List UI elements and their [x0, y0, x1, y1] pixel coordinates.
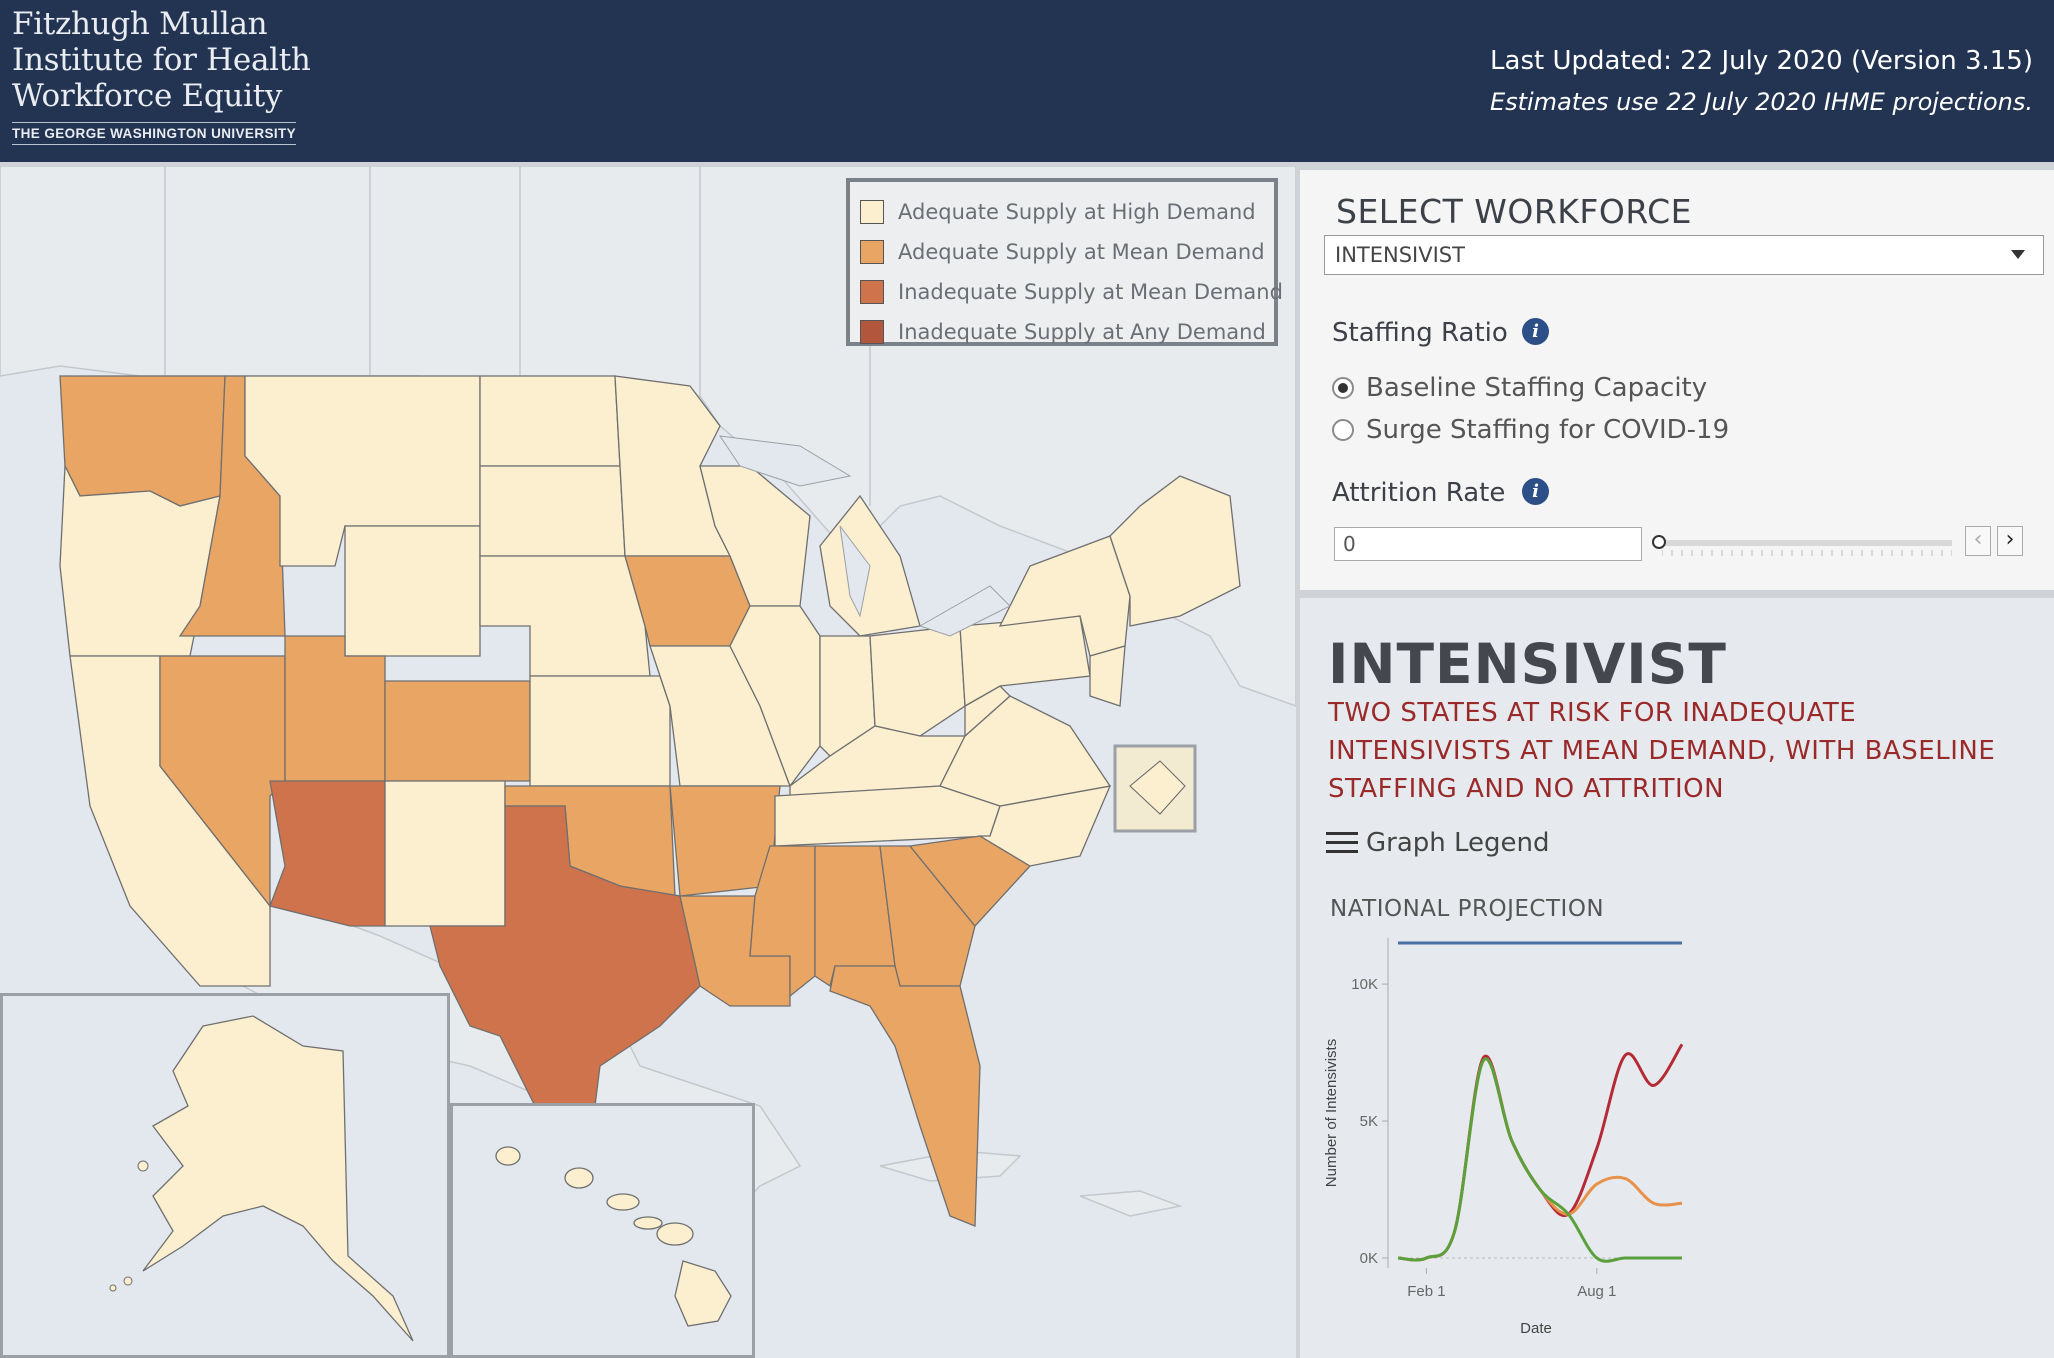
x-axis-label: Date [1520, 1320, 1552, 1337]
national-projection-chart[interactable]: 0K 5K 10K Feb 1 Aug 1 Number of Intensivists… [1300, 928, 1720, 1348]
us-states[interactable] [59, 375, 1241, 1227]
map-panel[interactable]: Adequate Supply at High Demand Adequate … [0, 166, 1296, 1358]
radio-baseline-staffing[interactable]: Baseline Staffing Capacity [1332, 370, 1707, 406]
logo-line-2: Institute for Health [12, 42, 311, 78]
us-states-map[interactable] [0, 166, 1296, 1358]
radio-label: Surge Staffing for COVID-19 [1366, 415, 1730, 445]
state-fl [829, 965, 981, 1227]
summary-title: INTENSIVIST [1328, 632, 1727, 696]
map-legend: Adequate Supply at High Demand Adequate … [846, 178, 1283, 346]
alaska-map[interactable] [3, 996, 453, 1358]
state-hi [495, 1146, 732, 1327]
legend-swatch [860, 200, 884, 224]
graph-legend-label: Graph Legend [1366, 828, 1550, 858]
y-axis-label: Number of Intensivists [1323, 1039, 1340, 1187]
hawaii-inset[interactable] [450, 1103, 755, 1358]
workforce-select[interactable]: INTENSIVIST [1324, 235, 2044, 275]
controls-panel: SELECT WORKFORCE INTENSIVIST Staffing Ra… [1300, 170, 2054, 590]
x-tick-label: Feb 1 [1407, 1283, 1445, 1300]
chevron-down-icon[interactable] [2011, 250, 2025, 259]
legend-item-mean-adequate: Adequate Supply at Mean Demand [860, 232, 1274, 272]
radio-button-unchecked[interactable] [1332, 419, 1354, 441]
series-line-2 [1397, 1057, 1683, 1262]
logo-university: THE GEORGE WASHINGTON UNIVERSITY [12, 122, 297, 145]
state-oh [869, 625, 966, 737]
attrition-increment-button[interactable]: › [1997, 526, 2023, 556]
attrition-rate-info-icon[interactable]: i [1522, 478, 1549, 505]
state-co [384, 680, 531, 782]
y-tick-label: 5K [1360, 1113, 1378, 1130]
estimates-note: Estimates use 22 July 2020 IHME projecti… [1489, 88, 2033, 116]
legend-item-any-inadequate: Inadequate Supply at Any Demand [860, 312, 1274, 352]
state-ut [284, 635, 386, 782]
alaska-inset[interactable] [0, 993, 450, 1358]
state-sd [479, 465, 626, 557]
slider-track[interactable] [1652, 540, 1952, 546]
state-ak [142, 1015, 414, 1342]
header-bar: Fitzhugh Mullan Institute for Health Wor… [0, 0, 2054, 162]
chart-axes: 0K 5K 10K Feb 1 Aug 1 [1351, 938, 1682, 1300]
state-new-england [1109, 475, 1241, 627]
hawaii-map[interactable] [453, 1106, 758, 1358]
state-nm [384, 780, 506, 927]
workforce-selected-value: INTENSIVIST [1335, 243, 1465, 267]
attrition-decrement-button[interactable]: ‹ [1965, 526, 1991, 556]
select-workforce-title: SELECT WORKFORCE [1336, 192, 1693, 231]
radio-surge-staffing[interactable]: Surge Staffing for COVID-19 [1332, 412, 1729, 448]
state-az [269, 780, 386, 927]
attrition-rate-label: Attrition Rate [1332, 478, 1506, 508]
y-tick-label: 0K [1360, 1250, 1378, 1267]
y-tick-label: 10K [1351, 976, 1378, 993]
great-lakes [718, 435, 1011, 637]
state-ne [479, 555, 651, 677]
chart-lines [1397, 941, 1684, 1263]
legend-swatch [860, 320, 884, 344]
legend-swatch [860, 240, 884, 264]
state-ks [529, 675, 671, 787]
legend-label: Adequate Supply at High Demand [898, 200, 1256, 224]
institute-logo[interactable]: Fitzhugh Mullan Institute for Health Wor… [12, 6, 342, 145]
legend-item-high-demand: Adequate Supply at High Demand [860, 192, 1274, 232]
state-ny [998, 535, 1131, 657]
last-updated-text: Last Updated: 22 July 2020 (Version 3.15… [1490, 46, 2033, 76]
state-pa [959, 615, 1091, 708]
summary-panel: INTENSIVIST TWO STATES AT RISK FOR INADE… [1300, 598, 2054, 1358]
legend-label: Inadequate Supply at Any Demand [898, 320, 1266, 344]
radio-label: Baseline Staffing Capacity [1366, 373, 1708, 403]
national-projection-title: NATIONAL PROJECTION [1330, 896, 1605, 922]
summary-headline: TWO STATES AT RISK FOR INADEQUATE INTENS… [1328, 698, 1996, 804]
legend-label: Inadequate Supply at Mean Demand [898, 280, 1283, 304]
staffing-ratio-label: Staffing Ratio [1332, 318, 1508, 348]
logo-line-1: Fitzhugh Mullan [12, 6, 268, 42]
radio-button-checked[interactable] [1332, 377, 1354, 399]
state-wy [344, 525, 481, 657]
dc-inset[interactable] [1113, 744, 1197, 833]
series-line-1 [1397, 1043, 1684, 1262]
legend-item-mean-inadequate: Inadequate Supply at Mean Demand [860, 272, 1283, 312]
hamburger-menu-icon[interactable] [1326, 832, 1358, 854]
staffing-ratio-info-icon[interactable]: i [1522, 318, 1549, 345]
x-tick-label: Aug 1 [1577, 1283, 1616, 1300]
series-line-3 [1397, 1057, 1682, 1263]
legend-swatch [860, 280, 884, 304]
state-nj [1089, 645, 1126, 707]
attrition-rate-slider[interactable] [1652, 530, 1952, 560]
attrition-rate-input[interactable]: 0 [1334, 527, 1642, 561]
slider-ticks [1662, 550, 1952, 556]
graph-legend-toggle[interactable]: Graph Legend [1326, 826, 1550, 860]
state-nd [479, 375, 621, 467]
logo-line-3: Workforce Equity [12, 78, 283, 114]
state-il [729, 605, 821, 788]
attrition-rate-value: 0 [1343, 532, 1356, 556]
aleutian-islands [109, 1160, 149, 1292]
slider-thumb[interactable] [1652, 535, 1666, 549]
legend-label: Adequate Supply at Mean Demand [898, 240, 1265, 264]
state-wa [59, 375, 226, 507]
